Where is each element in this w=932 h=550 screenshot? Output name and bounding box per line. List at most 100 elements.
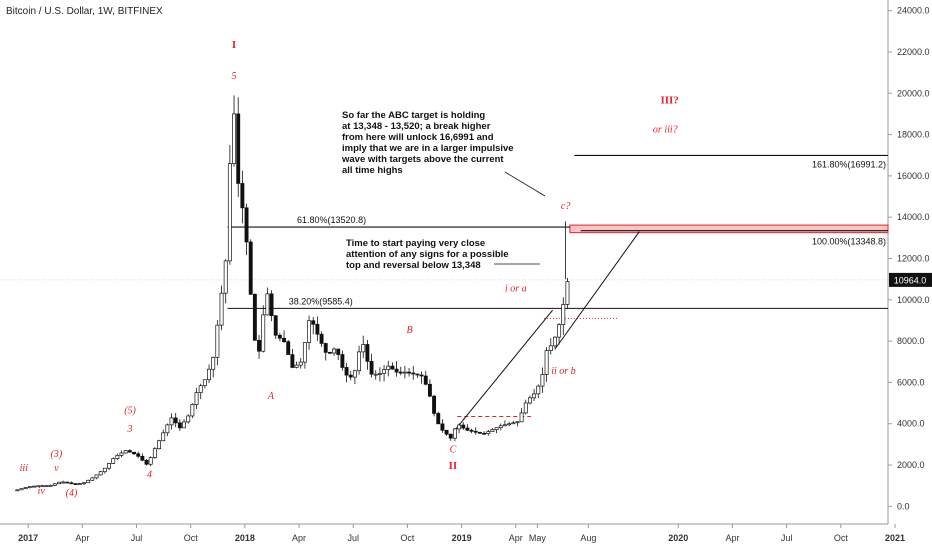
candle [69, 482, 74, 485]
candle [227, 163, 232, 262]
candle [357, 351, 362, 372]
candle [486, 431, 491, 435]
wave-label: c? [561, 201, 570, 212]
candle [515, 421, 520, 424]
candle [77, 483, 82, 485]
candle [327, 352, 332, 354]
candle [52, 483, 57, 486]
candle [511, 422, 516, 425]
candle [473, 430, 478, 433]
y-tick-label: 10000.0 [897, 295, 930, 305]
candle [127, 450, 132, 453]
candle [465, 427, 470, 431]
chart-title: Bitcoin / U.S. Dollar, 1W, BITFINEX [6, 6, 163, 17]
candle [240, 183, 245, 209]
candle [194, 392, 199, 405]
candle [536, 385, 541, 395]
candle [232, 113, 236, 164]
candle [440, 423, 445, 431]
candle [19, 488, 24, 491]
x-tick-label: Apr [75, 533, 89, 543]
wave-label: III? [660, 95, 678, 107]
candle [44, 485, 49, 488]
candle [436, 413, 441, 425]
candle [423, 375, 428, 385]
candle [390, 365, 395, 370]
candle [248, 241, 253, 295]
candle [282, 337, 287, 342]
candle [277, 334, 282, 339]
candle [544, 350, 549, 375]
candle [61, 481, 66, 484]
x-tick-label: 2018 [235, 533, 255, 543]
candle [161, 432, 166, 442]
candle [382, 369, 387, 374]
candle [457, 424, 462, 430]
annotation-line: imply that we are in a larger impulsive [342, 143, 514, 154]
candle [223, 260, 228, 294]
annotation-line: from here will unlock 16,6991 and [342, 132, 494, 143]
wave-label: iv [38, 486, 46, 497]
candle [448, 433, 453, 439]
wave-label: (4) [66, 488, 78, 499]
candle [215, 324, 220, 358]
y-tick-label: 14000.0 [897, 212, 930, 222]
wave-label: v [54, 463, 59, 474]
candle [252, 293, 257, 341]
candle [32, 485, 36, 488]
candle [111, 458, 116, 464]
candle [444, 429, 449, 435]
candle [477, 431, 482, 434]
candle [352, 370, 357, 378]
candle [36, 485, 41, 488]
candle [490, 429, 495, 433]
candle [27, 486, 32, 488]
candle [132, 451, 136, 455]
x-tick-label: Apr [292, 533, 306, 543]
candle [482, 432, 487, 435]
y-tick-label: 8000.0 [897, 336, 925, 346]
candle [377, 373, 382, 375]
candle [102, 467, 107, 473]
candle [182, 421, 186, 429]
candle [411, 372, 416, 375]
y-tick-label: 20000.0 [897, 88, 930, 98]
candle [365, 344, 370, 362]
annotation-pointer [504, 171, 546, 197]
candle [311, 320, 316, 325]
wave-label: 4 [147, 469, 152, 480]
candle [565, 281, 570, 305]
candle [40, 485, 45, 488]
candle [294, 364, 299, 368]
candle [82, 482, 86, 485]
x-tick-label: Oct [184, 533, 199, 543]
annotation-line: top and reversal below 13,348 [346, 260, 481, 271]
x-tick-label: Apr [725, 533, 739, 543]
candle [144, 459, 149, 465]
candle [202, 379, 207, 387]
wave-label: iii [20, 463, 29, 474]
annotation-line: wave with targets above the current [341, 154, 504, 165]
wave-label: 3 [127, 424, 133, 435]
y-tick-label: 2000.0 [897, 460, 925, 470]
wave-label: (5) [124, 405, 136, 416]
fib-level-label: 100.00%(13348.8) [812, 237, 886, 247]
candle [286, 341, 291, 355]
wave-label: C [450, 445, 457, 456]
fib-level-label: 161.80%(16991.2) [812, 159, 886, 169]
candle [461, 424, 466, 429]
candle [519, 412, 524, 423]
wave-label: B [407, 325, 413, 336]
candle [336, 348, 341, 355]
candle [523, 402, 528, 414]
x-tick-label: 2019 [452, 533, 472, 543]
y-tick-label: 24000.0 [897, 6, 930, 16]
candle [552, 336, 557, 347]
candle [152, 448, 157, 458]
candle [173, 417, 178, 424]
annotation-line: Time to start paying very close [346, 238, 485, 249]
candle [86, 479, 91, 484]
candles-group [15, 95, 570, 492]
x-tick-label: Jul [781, 533, 793, 543]
